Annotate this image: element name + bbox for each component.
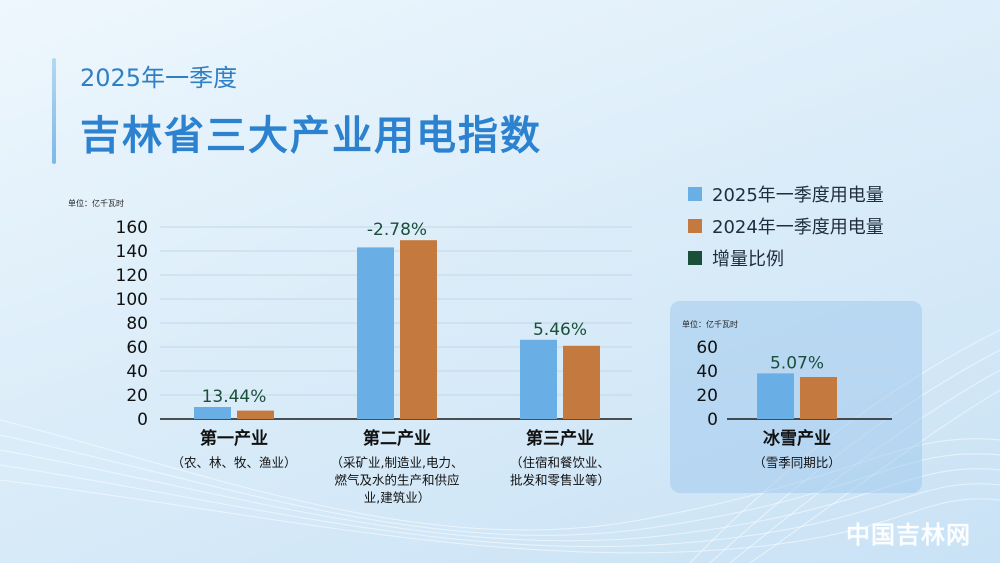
- chart-2-y-tick-label: 60: [696, 338, 718, 358]
- chart-1-y-tick-label: 80: [126, 314, 148, 334]
- chart-1-category-label-1: 第一产业: [200, 428, 268, 449]
- chart-2-bar-2025-1: [757, 373, 794, 419]
- watermark: 中国吉林网: [846, 521, 971, 549]
- chart-1-bar-2024-3: [563, 345, 600, 419]
- chart-1-growth-label-1: 13.44%: [202, 387, 267, 407]
- legend-item-2024: 2024年一季度用电量: [688, 210, 884, 242]
- legend-label-2025: 2025年一季度用电量: [712, 185, 884, 206]
- legend-swatch-growth: [688, 251, 702, 265]
- chart-1-bar-2025-3: [520, 339, 557, 419]
- legend-swatch-2025: [688, 187, 702, 201]
- chart-2-y-tick-label: 20: [696, 386, 718, 406]
- chart-1-y-tick-label: 20: [126, 386, 148, 406]
- chart-1-category-desc-2: （采矿业,制造业,电力、: [331, 455, 464, 470]
- legend-label-2024: 2024年一季度用电量: [712, 217, 884, 238]
- chart-1-y-tick-label: 60: [126, 338, 148, 358]
- chart-2-bar-2024-1: [800, 377, 837, 419]
- chart-1-bar-2025-2: [357, 247, 394, 419]
- chart-1-y-tick-label: 140: [116, 242, 148, 262]
- chart-2-growth-label-1: 5.07%: [770, 353, 824, 373]
- legend-swatch-2024: [688, 219, 702, 233]
- chart-1-category-desc-2: 业,建筑业）: [364, 490, 430, 505]
- page-subtitle: 2025年一季度: [80, 64, 238, 92]
- chart-1-category-desc-3: 批发和零售业等）: [510, 473, 610, 488]
- chart-1-bar-2024-1: [237, 410, 274, 419]
- chart-1-category-label-3: 第三产业: [526, 428, 594, 449]
- chart-1-y-tick-label: 160: [116, 218, 148, 238]
- chart-1-category-desc-2: 燃气及水的生产和供应: [334, 473, 459, 488]
- legend-item-2025: 2025年一季度用电量: [688, 178, 884, 210]
- title-accent-bar: [52, 58, 56, 164]
- chart-2-y-tick-label: 0: [707, 410, 718, 430]
- chart-2-category-desc-1: （雪季同期比）: [753, 455, 841, 470]
- chart-1-growth-label-2: -2.78%: [367, 220, 427, 240]
- chart-2-unit-label: 单位：亿千瓦时: [682, 319, 738, 329]
- page-title: 吉林省三大产业用电指数: [80, 113, 542, 159]
- chart-1-y-tick-label: 100: [116, 290, 148, 310]
- ice-snow-panel: [670, 301, 922, 493]
- legend-label-growth: 增量比例: [712, 249, 784, 270]
- chart-1-unit-label: 单位：亿千瓦时: [68, 198, 124, 208]
- chart-1-bar-2024-2: [400, 240, 437, 419]
- chart-1-category-desc-1: （农、林、牧、渔业）: [171, 455, 296, 470]
- chart-1-y-tick-label: 40: [126, 362, 148, 382]
- chart-legend: 2025年一季度用电量 2024年一季度用电量 增量比例: [688, 178, 884, 274]
- chart-1-category-desc-3: （住宿和餐饮业、: [510, 455, 610, 470]
- chart-1-category-label-2: 第二产业: [363, 428, 431, 449]
- chart-1-y-tick-label: 0: [137, 410, 148, 430]
- chart-1-y-tick-label: 120: [116, 266, 148, 286]
- legend-item-growth: 增量比例: [688, 242, 884, 274]
- chart-1-bar-2025-1: [194, 407, 231, 419]
- chart-2-y-tick-label: 40: [696, 362, 718, 382]
- chart-1-growth-label-3: 5.46%: [533, 320, 587, 340]
- chart-2-category-label-1: 冰雪产业: [763, 428, 831, 449]
